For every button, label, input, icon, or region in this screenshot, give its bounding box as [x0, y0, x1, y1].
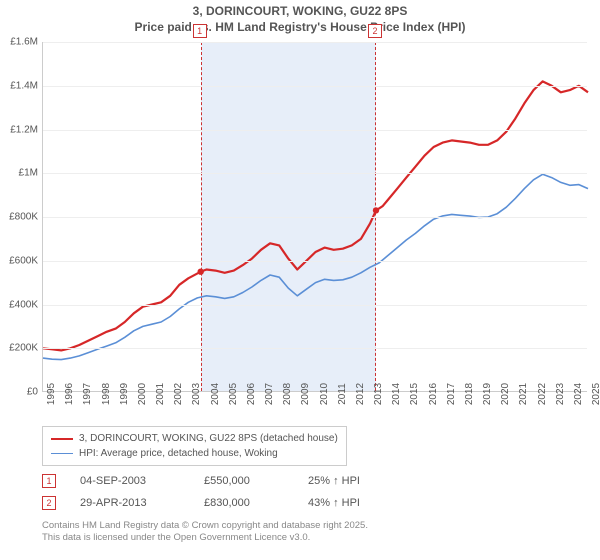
x-axis-label: 2020 [500, 383, 511, 405]
gridline [43, 173, 587, 174]
legend-row-2: HPI: Average price, detached house, Woki… [51, 446, 338, 461]
legend-label-1: 3, DORINCOURT, WOKING, GU22 8PS (detache… [79, 431, 338, 446]
x-axis-label: 2003 [191, 383, 202, 405]
footer-attribution: Contains HM Land Registry data © Crown c… [42, 520, 368, 545]
sale-vs-hpi: 43% ↑ HPI [308, 497, 408, 509]
title-line-1: 3, DORINCOURT, WOKING, GU22 8PS [0, 4, 600, 20]
x-axis-label: 2004 [210, 383, 221, 405]
gridline [43, 261, 587, 262]
sale-price: £830,000 [204, 497, 284, 509]
x-axis-label: 2023 [555, 383, 566, 405]
x-axis-label: 2010 [319, 383, 330, 405]
sale-row: 2 29-APR-2013 £830,000 43% ↑ HPI [42, 492, 408, 514]
x-axis-label: 2015 [409, 383, 420, 405]
legend: 3, DORINCOURT, WOKING, GU22 8PS (detache… [42, 426, 347, 466]
x-axis-label: 2025 [591, 383, 600, 405]
sale-vs-hpi: 25% ↑ HPI [308, 475, 408, 487]
footer-line-2: This data is licensed under the Open Gov… [42, 532, 368, 544]
x-axis-label: 2016 [428, 383, 439, 405]
x-axis-label: 2022 [537, 383, 548, 405]
y-axis-label: £1M [19, 168, 38, 179]
chart-area: £0£200K£400K£600K£800K£1M£1.2M£1.4M£1.6M… [42, 42, 587, 392]
x-axis-label: 2017 [446, 383, 457, 405]
sale-row-marker: 1 [42, 474, 56, 488]
footer-line-1: Contains HM Land Registry data © Crown c… [42, 520, 368, 532]
sale-row-marker: 2 [42, 496, 56, 510]
gridline [43, 130, 587, 131]
x-axis-label: 1998 [101, 383, 112, 405]
x-axis-label: 2014 [391, 383, 402, 405]
x-axis-label: 2019 [482, 383, 493, 405]
y-axis-label: £1.4M [10, 80, 38, 91]
gridline [43, 217, 587, 218]
legend-swatch-2 [51, 453, 73, 454]
series-hpi [43, 174, 588, 359]
x-axis-label: 2007 [264, 383, 275, 405]
legend-swatch-1 [51, 438, 73, 440]
plot-area [42, 42, 587, 392]
gridline [43, 305, 587, 306]
y-axis-label: £1.6M [10, 37, 38, 48]
chart-title-block: 3, DORINCOURT, WOKING, GU22 8PS Price pa… [0, 0, 600, 35]
x-axis-label: 1997 [82, 383, 93, 405]
sale-dot [373, 207, 379, 213]
sale-price: £550,000 [204, 475, 284, 487]
sales-table: 1 04-SEP-2003 £550,000 25% ↑ HPI 2 29-APR-201… [42, 470, 408, 514]
x-axis-label: 2009 [300, 383, 311, 405]
y-axis-label: £400K [9, 299, 38, 310]
gridline [43, 42, 587, 43]
y-axis-label: £800K [9, 212, 38, 223]
x-axis-label: 2006 [246, 383, 257, 405]
sale-dot [198, 269, 204, 275]
x-axis-label: 2001 [155, 383, 166, 405]
gridline [43, 348, 587, 349]
x-axis-label: 1999 [119, 383, 130, 405]
x-axis-label: 2012 [355, 383, 366, 405]
x-axis-label: 1995 [46, 383, 57, 405]
x-axis-label: 2002 [173, 383, 184, 405]
x-axis-label: 2021 [518, 383, 529, 405]
x-axis-label: 1996 [64, 383, 75, 405]
series-price_paid [43, 81, 588, 350]
sale-date: 04-SEP-2003 [80, 475, 180, 487]
x-axis-label: 2018 [464, 383, 475, 405]
x-axis-label: 2000 [137, 383, 148, 405]
sale-marker-1: 1 [193, 24, 207, 38]
y-axis-label: £1.2M [10, 124, 38, 135]
x-axis-label: 2024 [573, 383, 584, 405]
x-axis-label: 2013 [373, 383, 384, 405]
y-axis-label: £200K [9, 343, 38, 354]
sale-date: 29-APR-2013 [80, 497, 180, 509]
title-line-2: Price paid vs. HM Land Registry's House … [0, 20, 600, 36]
gridline [43, 86, 587, 87]
y-axis-label: £0 [27, 387, 38, 398]
x-axis-label: 2008 [282, 383, 293, 405]
sale-marker-2: 2 [368, 24, 382, 38]
x-axis-label: 2005 [228, 383, 239, 405]
legend-row-1: 3, DORINCOURT, WOKING, GU22 8PS (detache… [51, 431, 338, 446]
y-axis-label: £600K [9, 255, 38, 266]
sale-row: 1 04-SEP-2003 £550,000 25% ↑ HPI [42, 470, 408, 492]
x-axis-label: 2011 [337, 383, 348, 405]
legend-label-2: HPI: Average price, detached house, Woki… [79, 446, 278, 461]
